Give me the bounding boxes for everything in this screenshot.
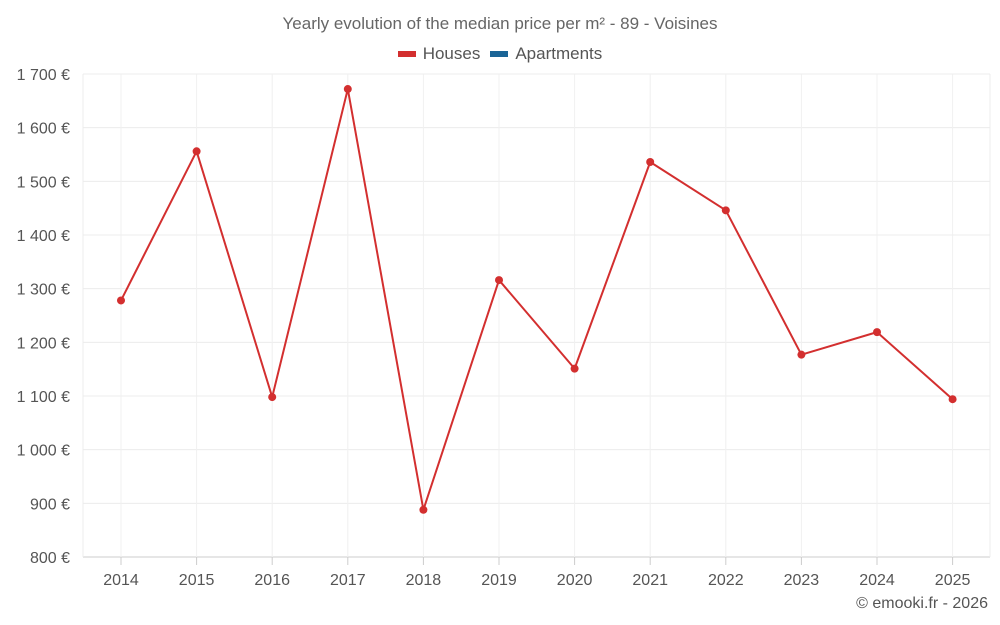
data-point-houses-2016[interactable] [268, 393, 277, 402]
legend: Houses Apartments [0, 44, 1000, 64]
y-tick-label: 1 000 € [17, 443, 70, 460]
legend-label-houses: Houses [422, 44, 481, 63]
x-tick-label: 2017 [330, 572, 366, 589]
y-tick-label: 1 600 € [17, 121, 70, 138]
x-tick-label: 2025 [935, 572, 971, 589]
data-point-houses-2017[interactable] [343, 85, 352, 94]
series-line-houses [120, 88, 954, 511]
data-point-houses-2023[interactable] [797, 350, 806, 359]
data-point-houses-2022[interactable] [721, 206, 730, 215]
data-point-houses-2019[interactable] [495, 276, 503, 285]
y-tick-label: 1 100 € [17, 389, 70, 406]
chart-title: Yearly evolution of the median price per… [282, 14, 718, 33]
legend-item-houses[interactable]: Houses [397, 44, 481, 64]
y-tick-label: 1 300 € [17, 282, 70, 299]
legend-swatch-houses [397, 51, 416, 57]
x-tick-label: 2024 [859, 572, 895, 589]
data-point-houses-2025[interactable] [948, 395, 957, 404]
x-tick-label: 2019 [481, 572, 517, 589]
y-tick-label: 1 700 € [17, 67, 70, 84]
x-tick-label: 2023 [784, 572, 820, 589]
x-tick-label: 2015 [179, 572, 215, 589]
y-tick-label: 1 500 € [17, 174, 70, 191]
y-tick-label: 1 400 € [17, 228, 70, 245]
data-point-houses-2014[interactable] [117, 296, 125, 305]
legend-swatch-apartments [490, 51, 509, 57]
data-point-houses-2024[interactable] [873, 328, 881, 337]
y-tick-label: 800 € [30, 550, 70, 567]
y-tick-label: 900 € [30, 496, 70, 513]
footer-credit: © emooki.fr - 2026 [856, 595, 988, 612]
y-tick-label: 1 200 € [17, 335, 70, 352]
data-point-houses-2015[interactable] [192, 147, 201, 156]
data-point-houses-2021[interactable] [646, 158, 655, 167]
data-point-houses-2020[interactable] [570, 364, 579, 373]
x-tick-label: 2021 [632, 572, 668, 589]
x-tick-label: 2014 [103, 572, 139, 589]
data-point-houses-2018[interactable] [419, 505, 428, 514]
legend-label-apartments: Apartments [515, 44, 603, 63]
legend-item-apartments[interactable]: Apartments [490, 44, 602, 64]
x-tick-label: 2020 [557, 572, 593, 589]
x-tick-label: 2022 [708, 572, 744, 589]
x-tick-label: 2016 [254, 572, 290, 589]
x-tick-label: 2018 [406, 572, 442, 589]
